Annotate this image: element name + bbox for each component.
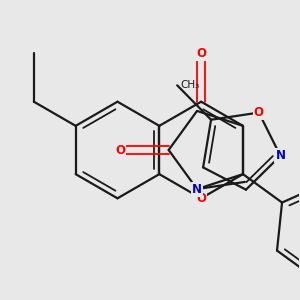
- Text: O: O: [116, 143, 125, 157]
- Text: O: O: [196, 192, 206, 205]
- Text: O: O: [196, 47, 206, 60]
- Text: N: N: [275, 149, 285, 162]
- Text: N: N: [192, 183, 202, 196]
- Text: O: O: [254, 106, 264, 119]
- Text: CH₃: CH₃: [180, 80, 199, 90]
